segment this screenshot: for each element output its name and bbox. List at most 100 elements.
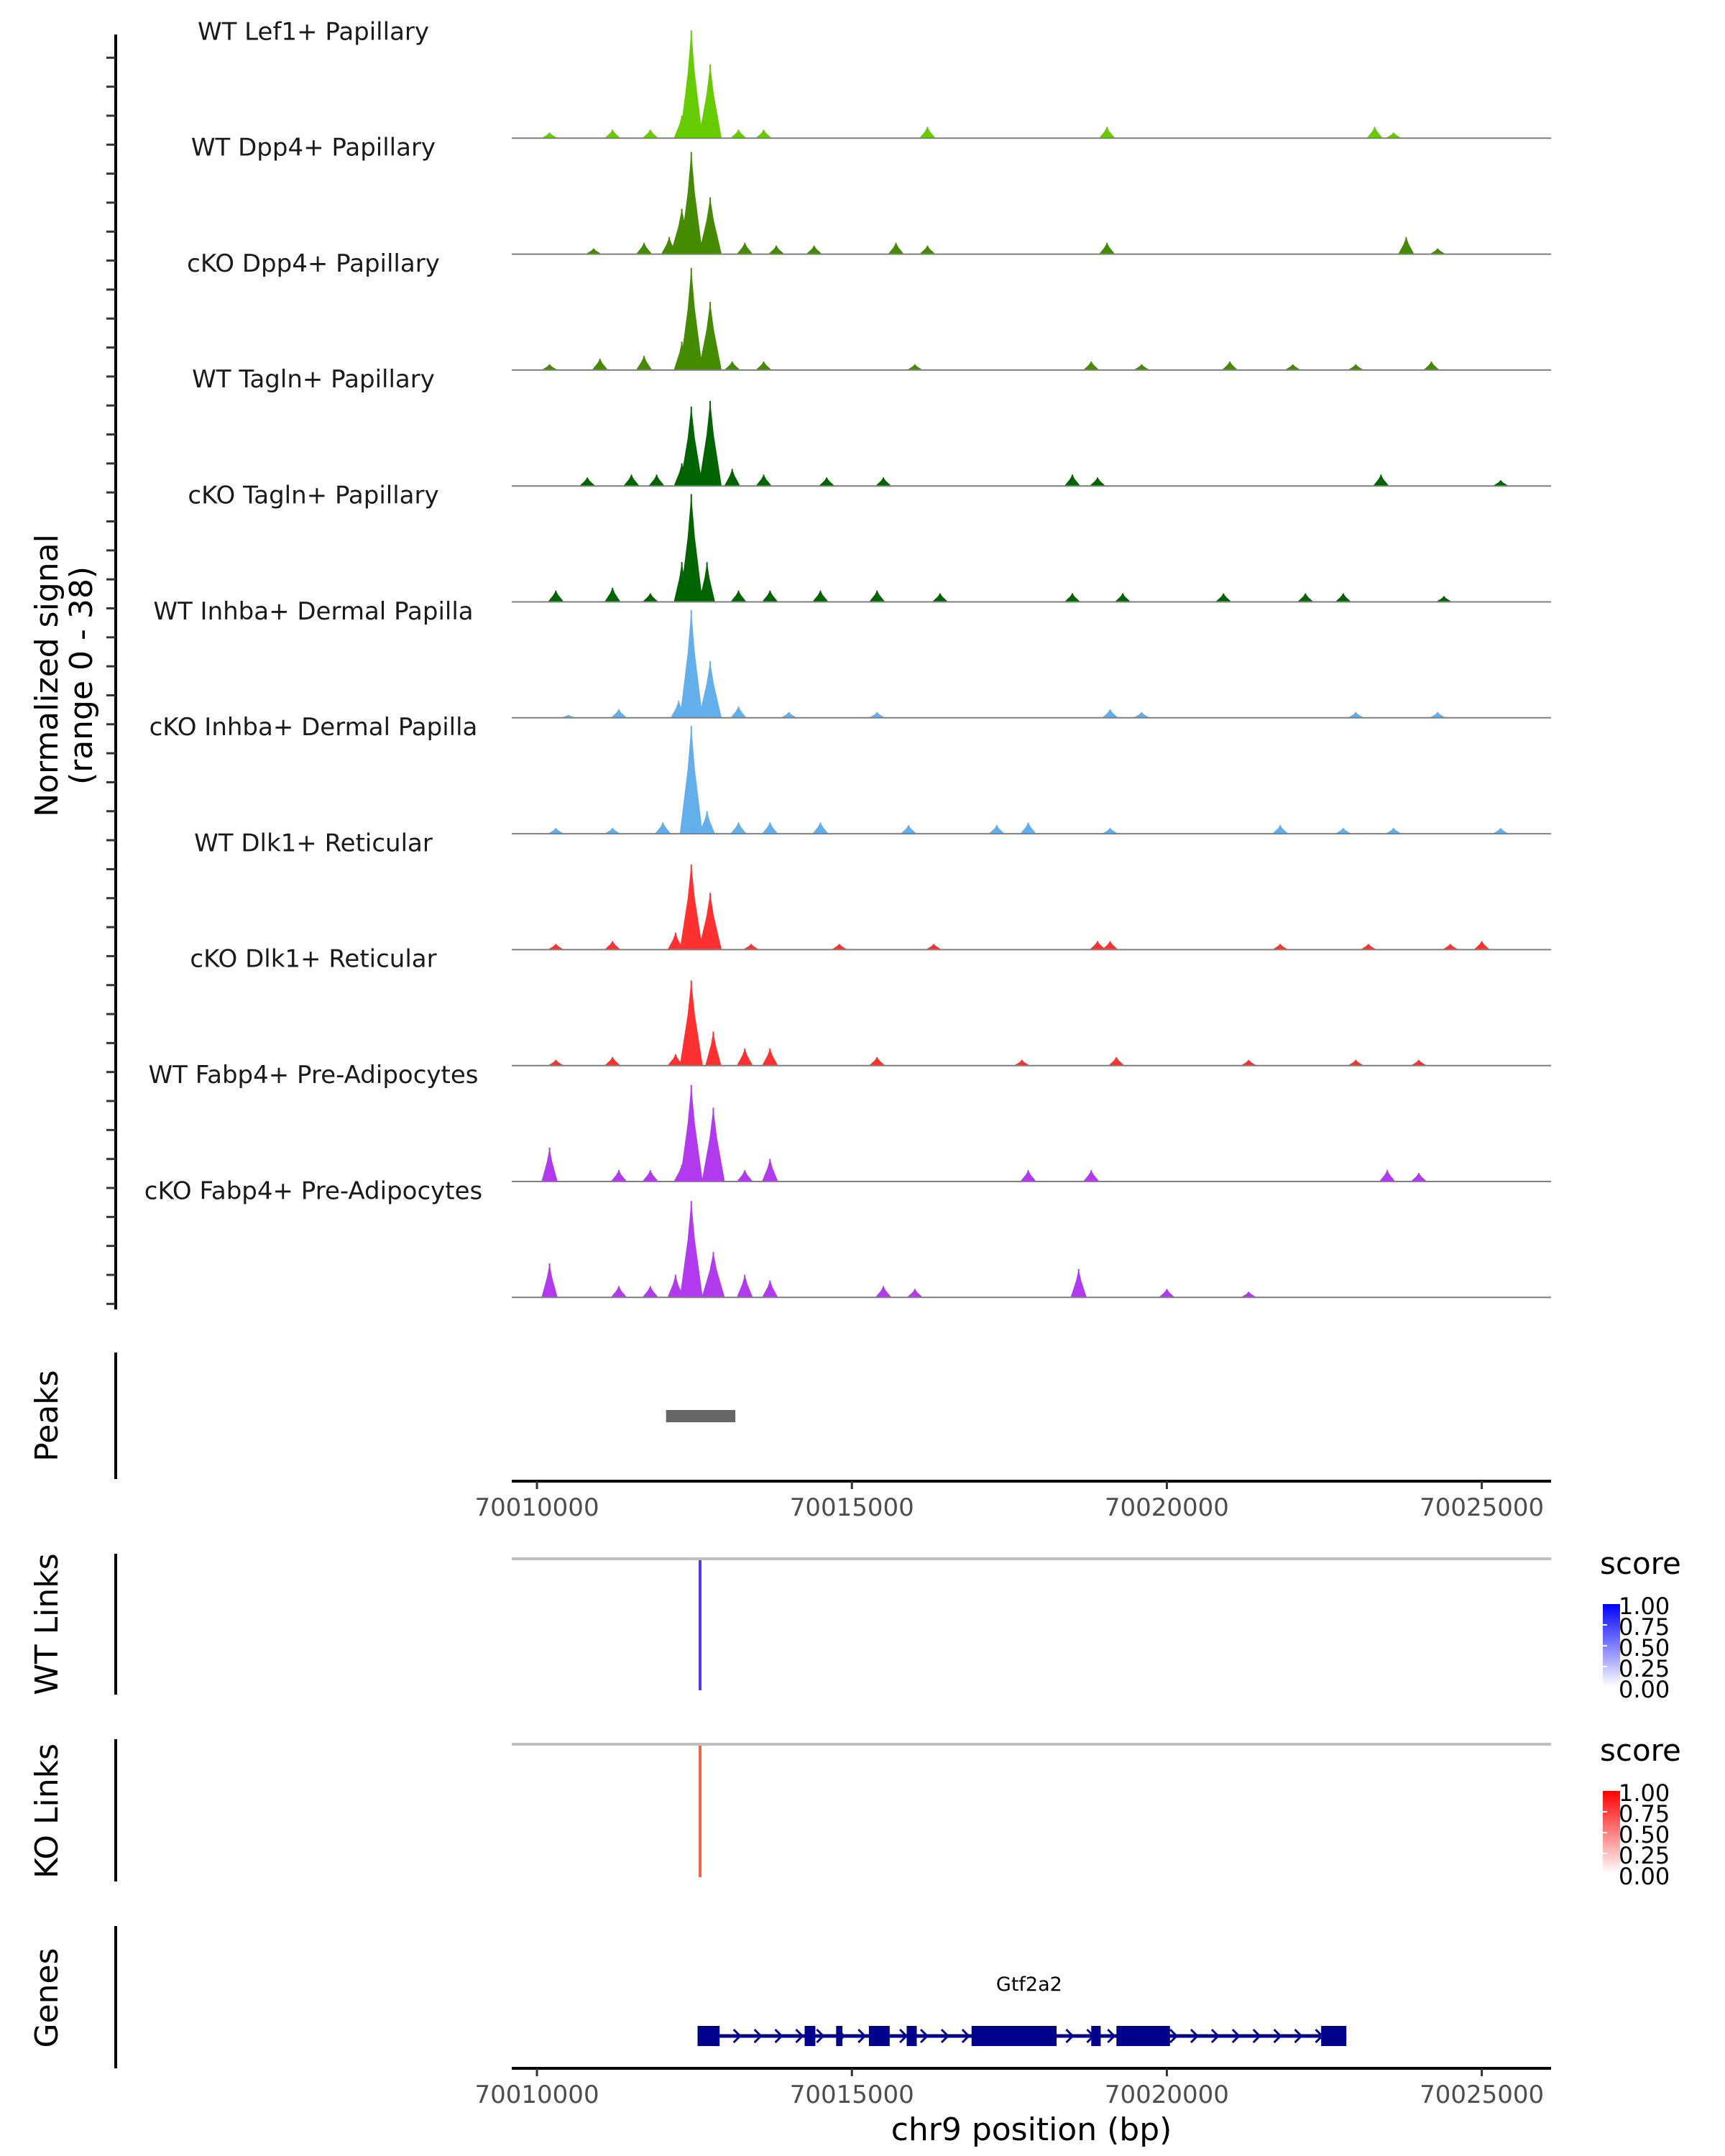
coverage-peak [681,1164,683,1181]
track-label: WT Dpp4+ Papillary [191,134,436,162]
coverage-peak [1417,1173,1420,1181]
coverage-peak [731,469,733,487]
gene-exon [971,2026,1057,2046]
coverage-peak [776,245,778,254]
coverage-peak [1166,1289,1168,1298]
coverage-peak [709,302,712,370]
coverage-peak [1109,941,1111,950]
coverage-peak [1141,711,1143,718]
coverage-peak [1229,361,1231,370]
coverage-peak [883,477,885,487]
gene-exon [1091,2026,1101,2046]
coverage-peak [709,893,712,950]
strand-arrow [1231,2028,1241,2044]
track-label: WT Dlk1+ Reticular [194,829,433,857]
gene-exon [1321,2026,1347,2046]
legend-tick-label: 0.25 [1619,1655,1670,1682]
coverage-peak [1097,477,1099,487]
legend-tick-label: 0.00 [1619,1676,1670,1703]
genes-track-label: Genes [29,1948,65,2047]
coverage-peak [1292,364,1294,370]
coverage-peak [1116,1056,1118,1066]
coverage-peak [883,1286,885,1298]
track-label: WT Tagln+ Papillary [192,365,435,394]
strand-arrow [795,2028,804,2044]
coverage-peak [599,359,601,370]
coverage-peak [649,1286,651,1298]
coverage-peak [690,30,692,139]
coverage-track: WT Dpp4+ Papillary [191,134,1551,255]
wt-links [512,1557,1551,1690]
x-tick-label: 70025000 [1420,2081,1544,2109]
coverage-peak [1481,941,1483,950]
coverage-peak [1248,1291,1250,1298]
coverage-peak [649,129,651,139]
coverage-peak [1374,126,1376,139]
gene-exon [1116,2026,1170,2046]
coverage-peak [706,811,708,834]
coverage-area [512,1201,1551,1298]
gene-exon [868,2026,890,2046]
ylabel-line-2: (range 0 - 38) [63,566,100,785]
coverage-peak [914,364,916,370]
coverage-peak [744,242,746,254]
coverage-peak [908,825,910,834]
coverage-peak [555,828,557,834]
coverage-area [512,980,1551,1066]
ko-links-track-label: KO Links [29,1743,65,1879]
coverage-peak [709,197,712,254]
coverage-peak [769,1158,771,1181]
legend-tick-label: 1.00 [1619,1779,1670,1807]
coverage-peak [1122,593,1124,602]
coverage-peak [712,1252,714,1298]
x-tick-label: 70015000 [790,2081,914,2109]
coverage-peak [1141,364,1143,370]
coverage-peak [1090,361,1092,370]
gene-exon [906,2026,917,2046]
coverage-peak [788,711,790,718]
coverage-peak [1071,474,1073,487]
wt-score-legend: score 1.000.750.500.250.00 [1600,1546,1681,1703]
strand-arrow [1210,2028,1220,2044]
coverage-peak [744,1049,746,1066]
coverage-peak [876,590,878,602]
coverage-peak [548,1263,551,1298]
coverage-peak [643,242,645,254]
ylabel-line-1: Normalized signal [29,534,65,817]
coverage-peak [690,406,692,487]
coverage-peak [1106,126,1108,139]
coverage-peak [1367,944,1369,950]
coverage-peak [690,1084,692,1181]
coverage-peak [1027,822,1029,834]
coverage-peak [548,364,551,370]
x-axis-title: chr9 position (bp) [891,2111,1172,2148]
coverage-peak [709,660,712,718]
coverage-peak [876,1056,878,1066]
coverage-area [512,494,1551,602]
x-tick-label: 70015000 [790,1493,914,1522]
coverage-peak [763,474,765,487]
coverage-peak [690,980,692,1066]
coverage-peak [662,822,664,834]
coverage-peak [1392,828,1394,834]
strand-arrow [1107,2028,1116,2044]
coverage-peak [1355,1059,1357,1066]
wt-links-track-label: WT Links [29,1553,65,1695]
coverage-peak [1342,828,1344,834]
coverage-peak [769,1049,771,1066]
strand-arrow [1065,2028,1075,2044]
legend-title: score [1600,1546,1681,1581]
coverage-peak [617,1286,620,1298]
gene-exon [804,2026,816,2046]
coverage-peak [690,726,692,834]
coverage-peak [769,1280,771,1298]
coverage-track: cKO Fabp4+ Pre-Adipocytes [144,1176,1551,1299]
coverage-peak [612,1056,614,1066]
coverage-peak [1392,132,1394,139]
coverage-ylabel: Normalized signal (range 0 - 38) [29,534,100,817]
coverage-peak [926,126,929,139]
coverage-peak [555,944,557,950]
track-label: WT Fabp4+ Pre-Adipocytes [149,1061,479,1089]
peak-region [666,1410,736,1422]
